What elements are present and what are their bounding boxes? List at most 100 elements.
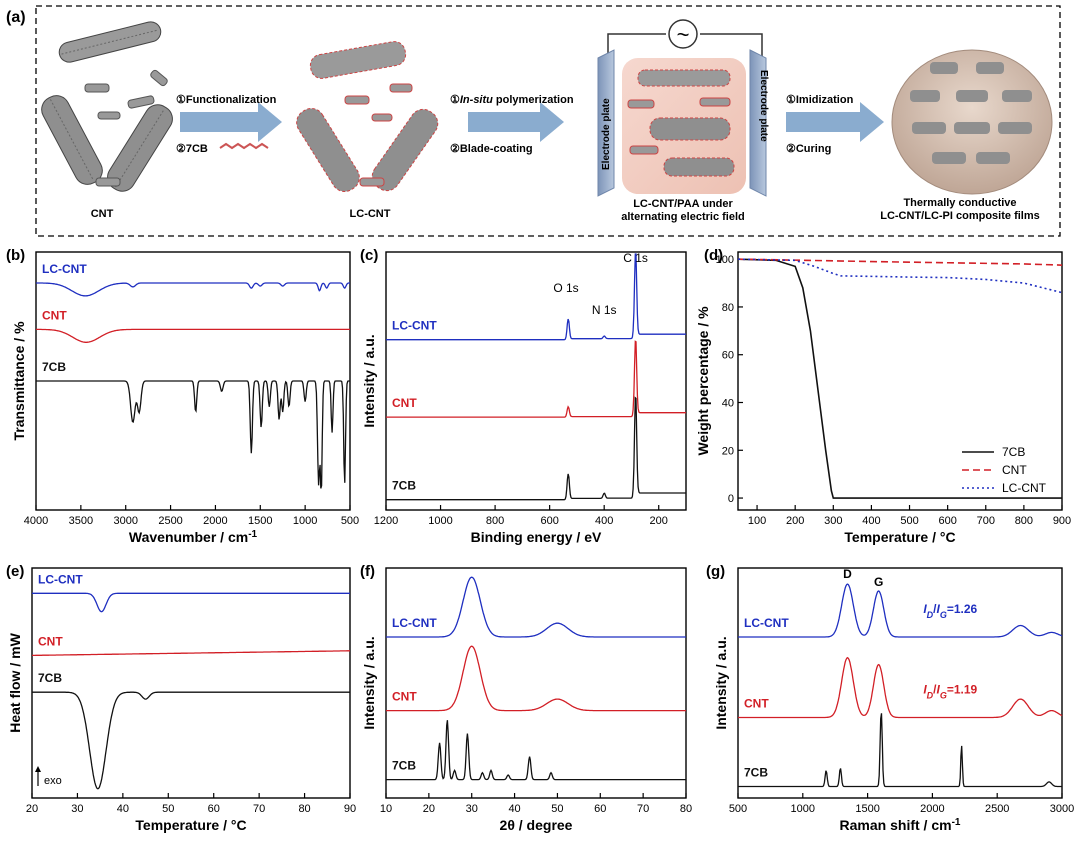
ratio-label-lc-cnt: ID/IG=1.26 [923, 602, 977, 620]
ac-symbol: ~ [677, 22, 690, 47]
step3-curing: ②Curing [786, 143, 831, 155]
series-line-7cb [36, 380, 350, 489]
x-tick-label: 2000 [203, 515, 227, 527]
series-line-cnt [386, 645, 686, 712]
x-tick-label: 400 [862, 515, 880, 527]
series-label-7cb: 7CB [392, 479, 416, 493]
x-tick-label: 1000 [428, 515, 452, 527]
series-line-7cb [386, 396, 686, 501]
exo-label: exo [44, 775, 62, 787]
x-tick-label: 2500 [158, 515, 182, 527]
series-label-lc-cnt: LC-CNT [392, 319, 437, 333]
x-tick-label: 500 [900, 515, 918, 527]
panel-a-label: (a) [6, 9, 26, 26]
peak-label-d: D [843, 567, 852, 581]
x-tick-label: 40 [508, 803, 520, 815]
x-tick-label: 200 [786, 515, 804, 527]
series-label-lc-cnt: LC-CNT [744, 616, 789, 630]
peak-label-n1s: N 1s [592, 303, 617, 317]
series-line-lc-cnt [386, 576, 686, 638]
series-line-cnt [32, 650, 350, 657]
panel-label-f: (f) [360, 563, 375, 580]
field-caption-line1: LC-CNT/PAA under [633, 198, 733, 210]
x-tick-label: 20 [26, 803, 38, 815]
arrow-step1 [180, 102, 282, 142]
y-tick-label: 80 [722, 302, 734, 314]
exo-arrowhead-icon [35, 766, 41, 772]
x-axis-label-f: 2θ / degree [500, 817, 573, 833]
x-tick-label: 1200 [374, 515, 398, 527]
film-caption-line2: LC-CNT/LC-PI composite films [880, 210, 1040, 222]
x-axis-label-e: Temperature / °C [135, 817, 246, 833]
x-tick-label: 800 [486, 515, 504, 527]
plot-frame-e [31, 567, 351, 799]
x-tick-label: 200 [650, 515, 668, 527]
series-label-cnt: CNT [392, 396, 417, 410]
panel-label-c: (c) [360, 247, 378, 264]
series-line-lc-cnt [737, 258, 1063, 294]
x-tick-label: 100 [748, 515, 766, 527]
composite-film-illustration [891, 49, 1053, 195]
legend-label-lc-cnt: LC-CNT [1002, 481, 1047, 495]
series-label-7cb: 7CB [38, 671, 62, 685]
peak-label-c1s: C 1s [623, 251, 648, 265]
x-axis-label-c: Binding energy / eV [471, 529, 602, 545]
y-tick-label: 0 [728, 493, 734, 505]
x-tick-label: 2000 [920, 803, 944, 815]
y-axis-label-e: Heat flow / mW [7, 632, 23, 732]
legend-label-cnt: CNT [1002, 463, 1027, 477]
x-tick-label: 3000 [113, 515, 137, 527]
plot-frame-g [737, 567, 1063, 799]
field-caption-line2: alternating electric field [621, 211, 744, 223]
series-line-7cb [738, 713, 1062, 788]
chart-panel-b: (b) 4000 3500 3000 2500 2000 1500 1000 500 Wavenu… [6, 247, 359, 545]
x-tick-label: 300 [824, 515, 842, 527]
x-tick-label: 20 [423, 803, 435, 815]
x-tick-label: 90 [344, 803, 356, 815]
peak-label-o1s: O 1s [553, 281, 578, 295]
series-label-cnt: CNT [392, 690, 417, 704]
y-axis-label-b: Transmittance / % [11, 321, 27, 441]
arrow-step3 [786, 102, 884, 142]
electrode-plate-right [749, 49, 767, 197]
peak-label-g: G [874, 575, 883, 589]
series-line-cnt [36, 328, 350, 343]
series-line-cnt [386, 340, 686, 418]
series-line-lc-cnt [738, 583, 1063, 638]
x-tick-label: 60 [594, 803, 606, 815]
x-tick-label: 80 [680, 803, 692, 815]
series-label-lc-cnt: LC-CNT [38, 572, 83, 586]
x-tick-label: 1000 [293, 515, 317, 527]
x-axis-label-d: Temperature / °C [844, 529, 955, 545]
x-tick-label: 400 [595, 515, 613, 527]
panel-label-e: (e) [6, 563, 24, 580]
plot-frame-f [385, 567, 687, 799]
lc-cnt-illustration [296, 41, 439, 193]
y-tick-label: 100 [716, 254, 734, 266]
x-tick-label: 700 [977, 515, 995, 527]
step3-imidization: ①Imidization [786, 94, 854, 106]
x-tick-label: 1500 [248, 515, 272, 527]
x-tick-label: 900 [1053, 515, 1071, 527]
series-label-lc-cnt: LC-CNT [392, 616, 437, 630]
series-line-cnt [738, 656, 1063, 719]
panel-label-d: (d) [704, 247, 723, 264]
x-tick-label: 50 [551, 803, 563, 815]
series-label-7cb: 7CB [392, 759, 416, 773]
panel-label-b: (b) [6, 247, 25, 264]
electrode-left-label: Electrode plate [601, 98, 612, 170]
series-line-lc-cnt [36, 282, 350, 297]
film-caption-line1: Thermally conductive [903, 197, 1016, 209]
y-tick-label: 20 [722, 445, 734, 457]
ac-source-icon [668, 19, 698, 49]
plot-frame-c [385, 251, 687, 511]
x-tick-label: 3500 [69, 515, 93, 527]
series-label-cnt: CNT [38, 634, 63, 648]
x-tick-label: 70 [637, 803, 649, 815]
y-axis-label-g: Intensity / a.u. [713, 636, 729, 729]
series-line-7cb [386, 720, 686, 781]
x-tick-label: 500 [341, 515, 359, 527]
x-tick-label: 50 [162, 803, 174, 815]
series-line-cnt [737, 258, 1063, 266]
